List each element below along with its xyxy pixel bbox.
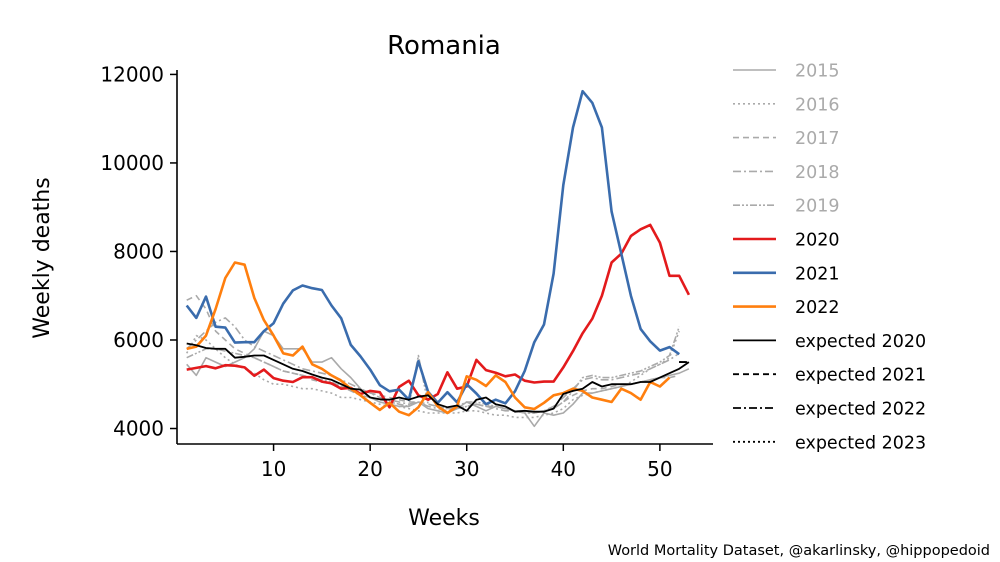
- legend: 2015 2016 2017 2018 2019 2020 2021 2022 expected…: [733, 62, 926, 453]
- legend-label-expected-2023: expected 2023: [795, 433, 926, 453]
- legend-label-2021: 2021: [795, 264, 840, 284]
- credit-text: World Mortality Dataset, @akarlinsky, @h…: [608, 543, 990, 559]
- series-line-2016: [185, 330, 680, 419]
- x-tick-label: 40: [551, 457, 576, 481]
- y-tick-label: 6000: [113, 328, 164, 352]
- legend-label-2020: 2020: [795, 231, 840, 251]
- y-tick-label: 10000: [100, 151, 164, 175]
- legend-label-expected-2020: expected 2020: [795, 332, 926, 352]
- y-axis-label: Weekly deaths: [30, 177, 55, 338]
- x-axis-ticks: 10 20 30 40 50: [261, 444, 673, 481]
- chart-title: Romania: [387, 31, 501, 61]
- x-tick-label: 30: [454, 457, 479, 481]
- series-line-2022: [186, 261, 671, 417]
- y-tick-label: 12000: [100, 62, 164, 86]
- legend-label-2015: 2015: [795, 62, 840, 82]
- series-line-2020: [186, 223, 691, 409]
- plot-area: [185, 89, 691, 428]
- x-tick-label: 20: [357, 457, 382, 481]
- y-axis-ticks: 4000 6000 8000 10000 12000: [100, 62, 177, 441]
- legend-label-2016: 2016: [795, 95, 840, 115]
- legend-label-2019: 2019: [795, 197, 840, 217]
- series-line-2019: [186, 326, 680, 414]
- legend-label-2017: 2017: [795, 129, 840, 149]
- series-line-2021: [185, 89, 680, 406]
- series-line-2018: [186, 317, 680, 414]
- legend-label-2022: 2022: [795, 298, 840, 318]
- legend-label-expected-2021: expected 2021: [795, 366, 926, 386]
- legend-label-2018: 2018: [795, 163, 840, 183]
- series-line-2015: [186, 330, 690, 428]
- series-line-expected-2020: [186, 342, 690, 413]
- legend-label-expected-2022: expected 2022: [795, 400, 926, 420]
- y-tick-label: 8000: [113, 239, 164, 263]
- x-axis-label: Weeks: [408, 506, 480, 531]
- y-tick-label: 4000: [113, 417, 164, 441]
- x-tick-label: 10: [261, 457, 286, 481]
- x-tick-label: 50: [647, 457, 672, 481]
